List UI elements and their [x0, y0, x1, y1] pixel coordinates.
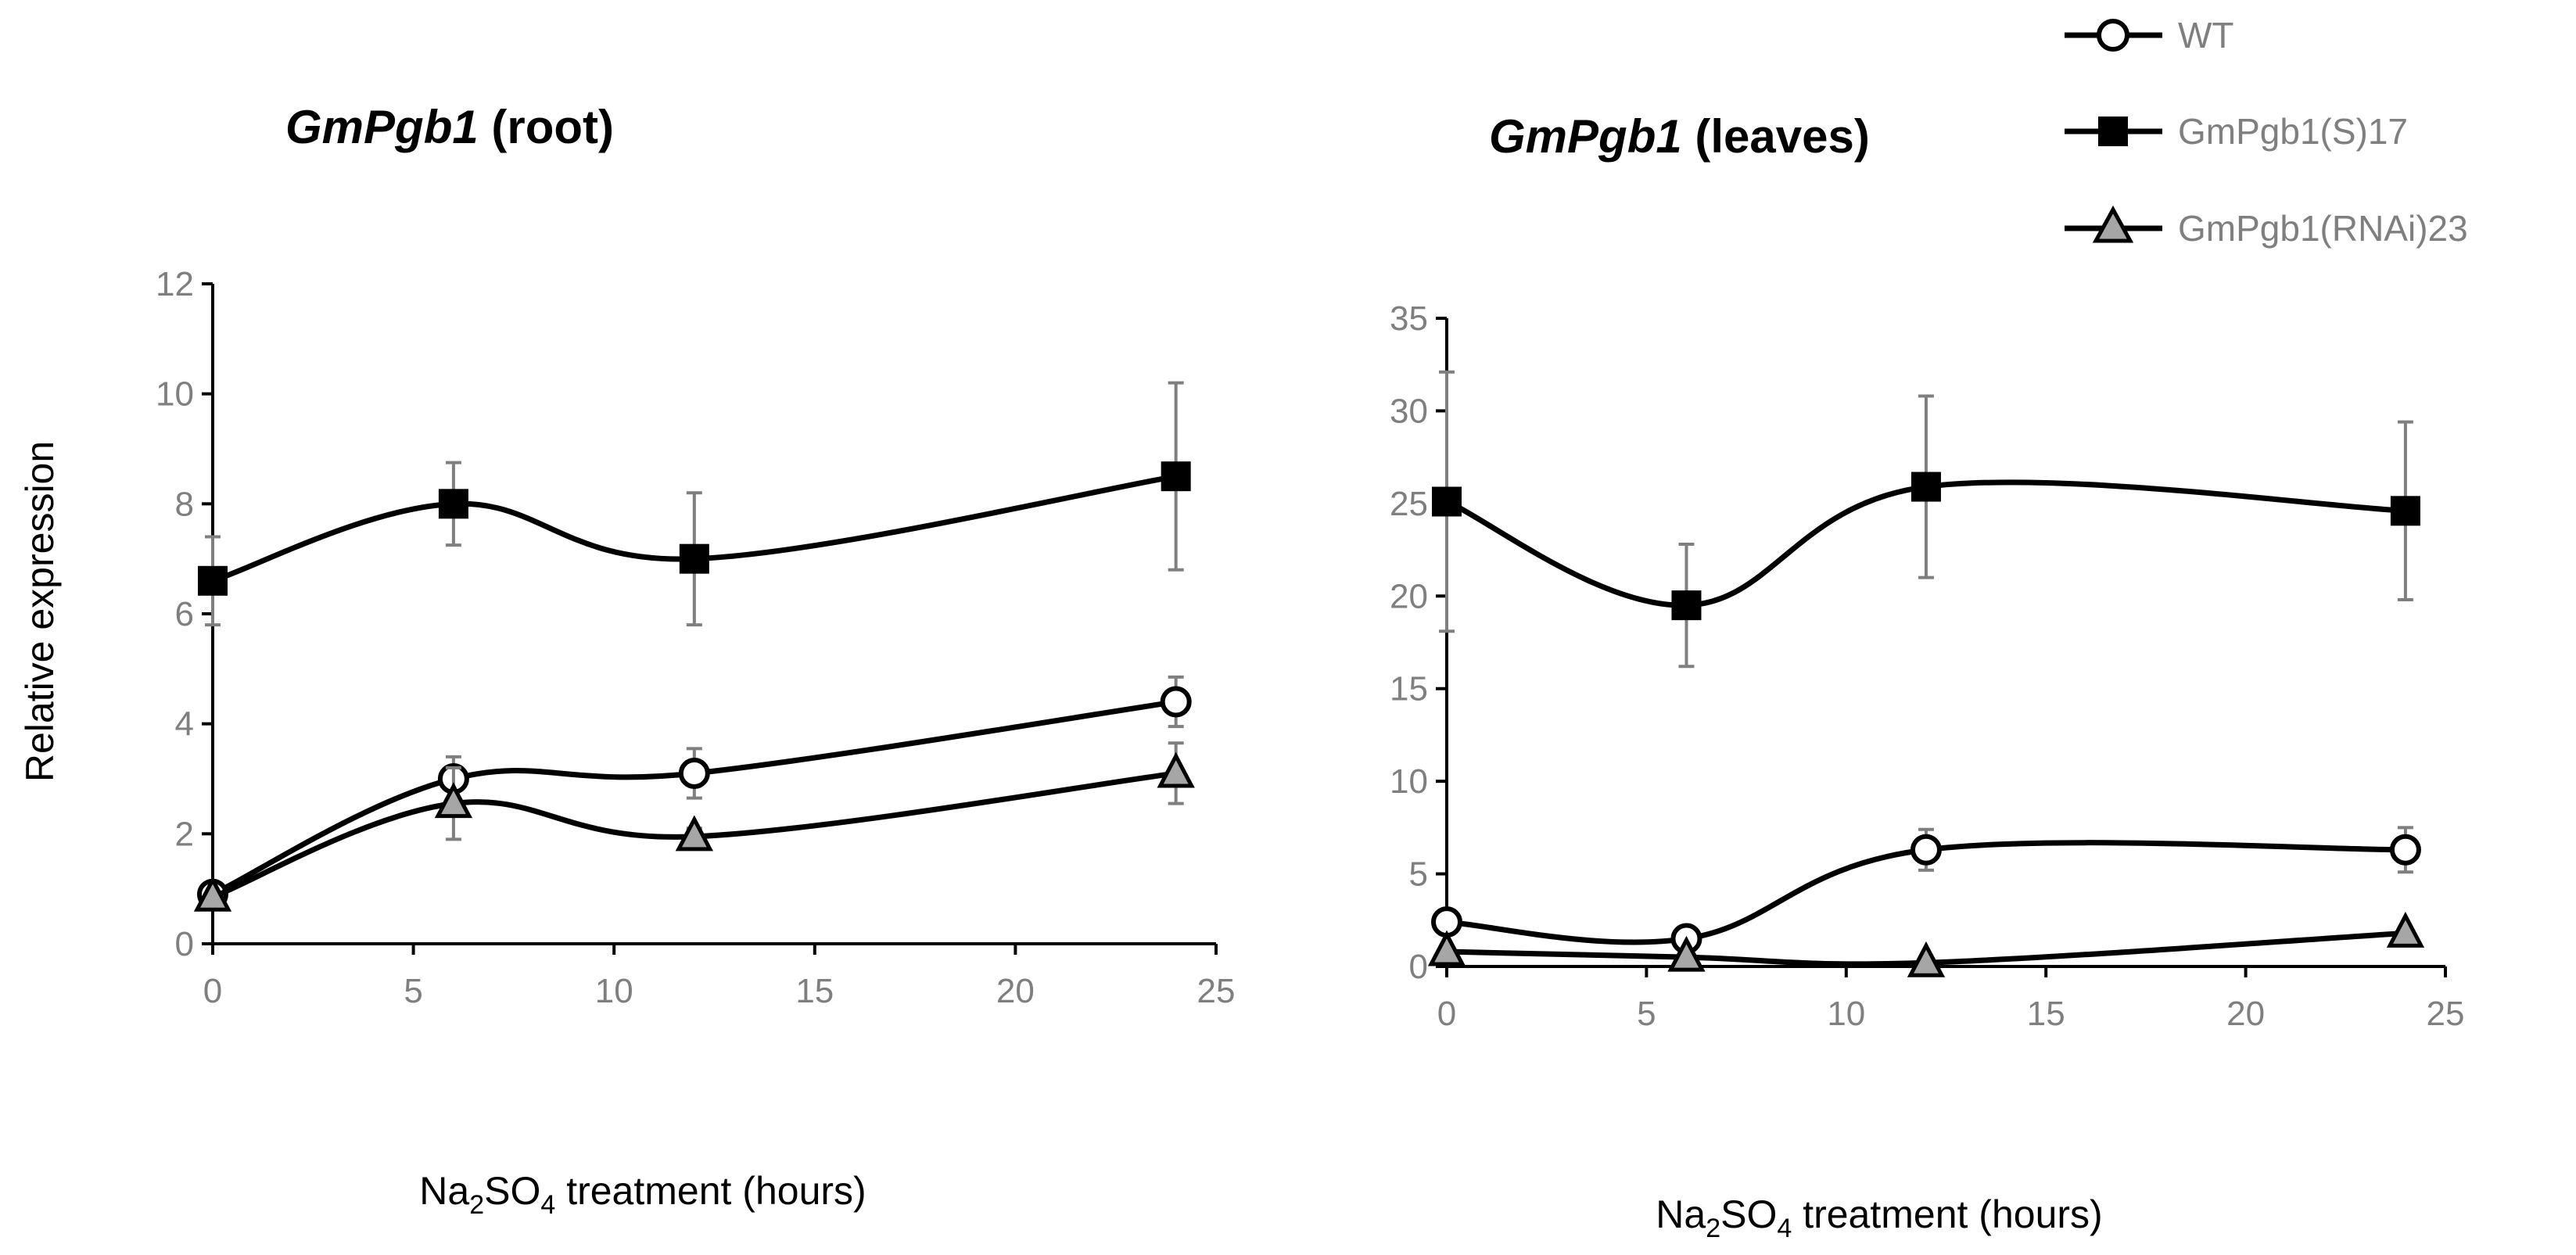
root-point-rnai — [193, 875, 232, 912]
root-y-axis-title: Relative expression — [18, 441, 62, 782]
root-series-line-overexpression — [211, 473, 1177, 584]
leaves-x-axis-title: Na2SO4 treatment (hours) — [1656, 1192, 2102, 1243]
leaves-point-wt — [2389, 834, 2421, 866]
leaves-series-rnai — [1427, 911, 2425, 977]
leaves-point-rnai — [1907, 941, 1946, 977]
root-x-tick-label: 0 — [203, 972, 222, 1010]
root-point-overexpression — [1161, 461, 1191, 492]
leaves-x-tick-label: 20 — [2226, 995, 2265, 1033]
leaves-point-rnai — [2386, 911, 2425, 948]
leaves-y-tick-label: 5 — [1409, 855, 1428, 894]
root-y-tick-label: 4 — [175, 705, 194, 744]
leaves-y-tick-label: 20 — [1390, 577, 1428, 615]
leaves-point-rnai — [1427, 930, 1466, 966]
leaves-y-tick-label: 15 — [1390, 670, 1428, 708]
root-xlabel-rest: treatment (hours) — [555, 1169, 866, 1213]
root-x-tick-label: 10 — [595, 972, 633, 1010]
legend-label-overexpression: GmPgb1(S)17 — [2178, 111, 2408, 152]
leaves-y-tick-label: 10 — [1390, 762, 1428, 801]
legend-label-rnai: GmPgb1(RNAi)23 — [2178, 208, 2468, 249]
leaves-x-tick-label: 0 — [1437, 995, 1456, 1033]
root-y-tick-label: 10 — [156, 375, 194, 414]
leaves-xlabel-sub1: 2 — [1706, 1214, 1720, 1243]
leaves-x-tick-label: 5 — [1637, 995, 1656, 1033]
leaves-series-wt — [1431, 826, 2421, 955]
leaves-x-tick-label: 25 — [2427, 995, 2465, 1033]
root-series-overexpression — [198, 381, 1191, 627]
legend-item-overexpression: GmPgb1(S)17 — [2065, 111, 2408, 152]
leaves-y-tick-label: 30 — [1390, 392, 1428, 430]
legend-marker-circle-icon — [2097, 19, 2129, 52]
root-plot-area: 0 2 4 6 8 10 12 0 5 10 15 20 25 — [156, 265, 1235, 1010]
leaves-point-wt — [1910, 834, 1942, 866]
root-point-rnai — [675, 815, 713, 852]
leaves-xlabel-na: Na — [1656, 1192, 1706, 1236]
root-xlabel-sub1: 2 — [469, 1190, 484, 1220]
root-xlabel-so: SO — [484, 1169, 540, 1213]
leaves-panel-title: GmPgb1 (leaves) — [1489, 110, 1870, 163]
leaves-xlabel-rest: treatment (hours) — [1792, 1192, 2102, 1236]
root-y-tick-label: 8 — [175, 485, 194, 523]
root-y-tick-label: 2 — [175, 815, 194, 853]
leaves-series-line-wt — [1446, 840, 2406, 945]
leaves-title-tissue: (leaves) — [1682, 110, 1870, 163]
root-point-overexpression — [438, 489, 468, 519]
root-y-tick-label: 12 — [156, 265, 194, 303]
leaves-xlabel-sub2: 4 — [1777, 1214, 1792, 1243]
root-y-tick-label: 0 — [175, 925, 194, 963]
legend-item-rnai: GmPgb1(RNAi)23 — [2065, 205, 2468, 249]
root-x-tick-label: 25 — [1197, 972, 1236, 1010]
leaves-point-overexpression — [1432, 486, 1462, 517]
leaves-xlabel-so: SO — [1720, 1192, 1777, 1236]
root-xlabel-na: Na — [419, 1169, 469, 1213]
leaves-plot-area: 0 5 10 15 20 25 30 35 0 5 10 15 20 25 — [1390, 299, 2464, 1033]
root-title-tissue: (root) — [479, 101, 614, 153]
legend-marker-square-icon — [2098, 117, 2128, 146]
root-series-line-rnai — [211, 770, 1177, 900]
root-panel: GmPgb1 (root) Relative expression Na2SO4… — [18, 101, 1235, 1220]
root-panel-title: GmPgb1 (root) — [285, 101, 614, 153]
root-y-tick-label: 6 — [175, 595, 194, 633]
root-series-rnai — [193, 741, 1195, 912]
root-x-axis-title: Na2SO4 treatment (hours) — [419, 1169, 866, 1220]
leaves-x-tick-label: 10 — [1827, 995, 1865, 1033]
leaves-y-tick-label: 25 — [1390, 485, 1428, 523]
root-series-line-wt — [211, 699, 1177, 897]
root-point-overexpression — [679, 543, 709, 574]
leaves-point-rnai — [1667, 935, 1706, 972]
leaves-y-tick-label: 35 — [1390, 299, 1428, 338]
root-title-gene: GmPgb1 — [285, 101, 479, 153]
root-series-wt — [197, 675, 1192, 910]
legend-label-wt: WT — [2178, 15, 2234, 56]
legend-item-wt: WT — [2065, 15, 2234, 56]
root-point-rnai — [1157, 751, 1195, 788]
leaves-point-overexpression — [1910, 472, 1941, 502]
leaves-title-gene: GmPgb1 — [1489, 110, 1682, 163]
leaves-x-tick-label: 15 — [2027, 995, 2065, 1033]
legend: WT GmPgb1(S)17 GmPgb1(RNAi)23 — [2065, 15, 2468, 249]
leaves-y-tick-label: 0 — [1409, 948, 1428, 986]
leaves-panel: GmPgb1 (leaves) Na2SO4 treatment (hours)… — [1390, 110, 2464, 1243]
leaves-point-overexpression — [2390, 496, 2420, 526]
leaves-series-line-overexpression — [1445, 479, 2406, 608]
root-x-tick-label: 15 — [795, 972, 834, 1010]
legend-marker-triangle-icon — [2092, 205, 2134, 243]
root-point-wt — [678, 757, 710, 789]
root-xlabel-sub2: 4 — [540, 1190, 555, 1220]
root-x-tick-label: 20 — [996, 972, 1035, 1010]
leaves-point-overexpression — [1671, 590, 1702, 621]
leaves-series-line-rnai — [1446, 930, 2406, 967]
leaves-series-overexpression — [1432, 370, 2420, 669]
root-point-overexpression — [198, 565, 228, 596]
root-point-rnai — [434, 782, 473, 819]
root-x-tick-label: 5 — [404, 972, 422, 1010]
root-point-wt — [1160, 686, 1192, 718]
